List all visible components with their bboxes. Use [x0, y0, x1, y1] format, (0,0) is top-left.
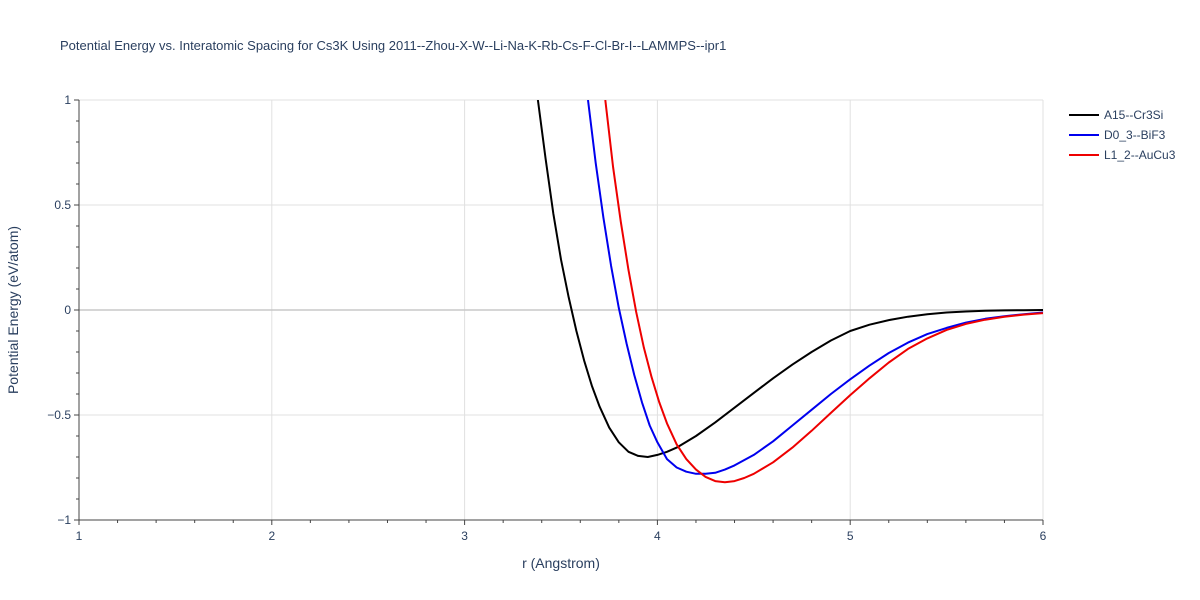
- legend-item[interactable]: A15--Cr3Si: [1069, 108, 1163, 122]
- legend-item[interactable]: L1_2--AuCu3: [1069, 148, 1176, 162]
- legend[interactable]: A15--Cr3Si D0_3--BiF3 L1_2--AuCu3: [1069, 108, 1176, 162]
- y-tick-label: 1: [64, 93, 71, 107]
- grid-lines: [79, 99, 1044, 520]
- y-tick-label: 0: [64, 303, 71, 317]
- x-tick-label: 6: [1040, 529, 1047, 543]
- x-tick-label: 5: [847, 529, 854, 543]
- x-tick-label: 2: [268, 529, 275, 543]
- series-line-1[interactable]: [587, 100, 1043, 475]
- legend-item[interactable]: D0_3--BiF3: [1069, 128, 1166, 142]
- series-line-0[interactable]: [536, 100, 1043, 458]
- x-tick-label: 4: [654, 529, 661, 543]
- legend-label: D0_3--BiF3: [1104, 128, 1166, 142]
- axes: [74, 99, 1044, 525]
- plot-area: [536, 100, 1043, 484]
- x-tick-label: 1: [76, 529, 83, 543]
- legend-label: L1_2--AuCu3: [1104, 148, 1176, 162]
- y-axis-title: Potential Energy (eV/atom): [5, 226, 21, 394]
- y-tick-labels: −1 −0.5 0 0.5 1: [47, 93, 71, 527]
- x-tick-labels: 1 2 3 4 5 6: [76, 529, 1047, 543]
- y-tick-label: 0.5: [54, 198, 71, 212]
- y-tick-label: −0.5: [47, 408, 71, 422]
- chart-title: Potential Energy vs. Interatomic Spacing…: [60, 38, 726, 53]
- series-line-2[interactable]: [604, 100, 1043, 484]
- legend-label: A15--Cr3Si: [1104, 108, 1163, 122]
- x-tick-label: 3: [461, 529, 468, 543]
- y-tick-label: −1: [57, 513, 71, 527]
- x-axis-title: r (Angstrom): [522, 555, 600, 571]
